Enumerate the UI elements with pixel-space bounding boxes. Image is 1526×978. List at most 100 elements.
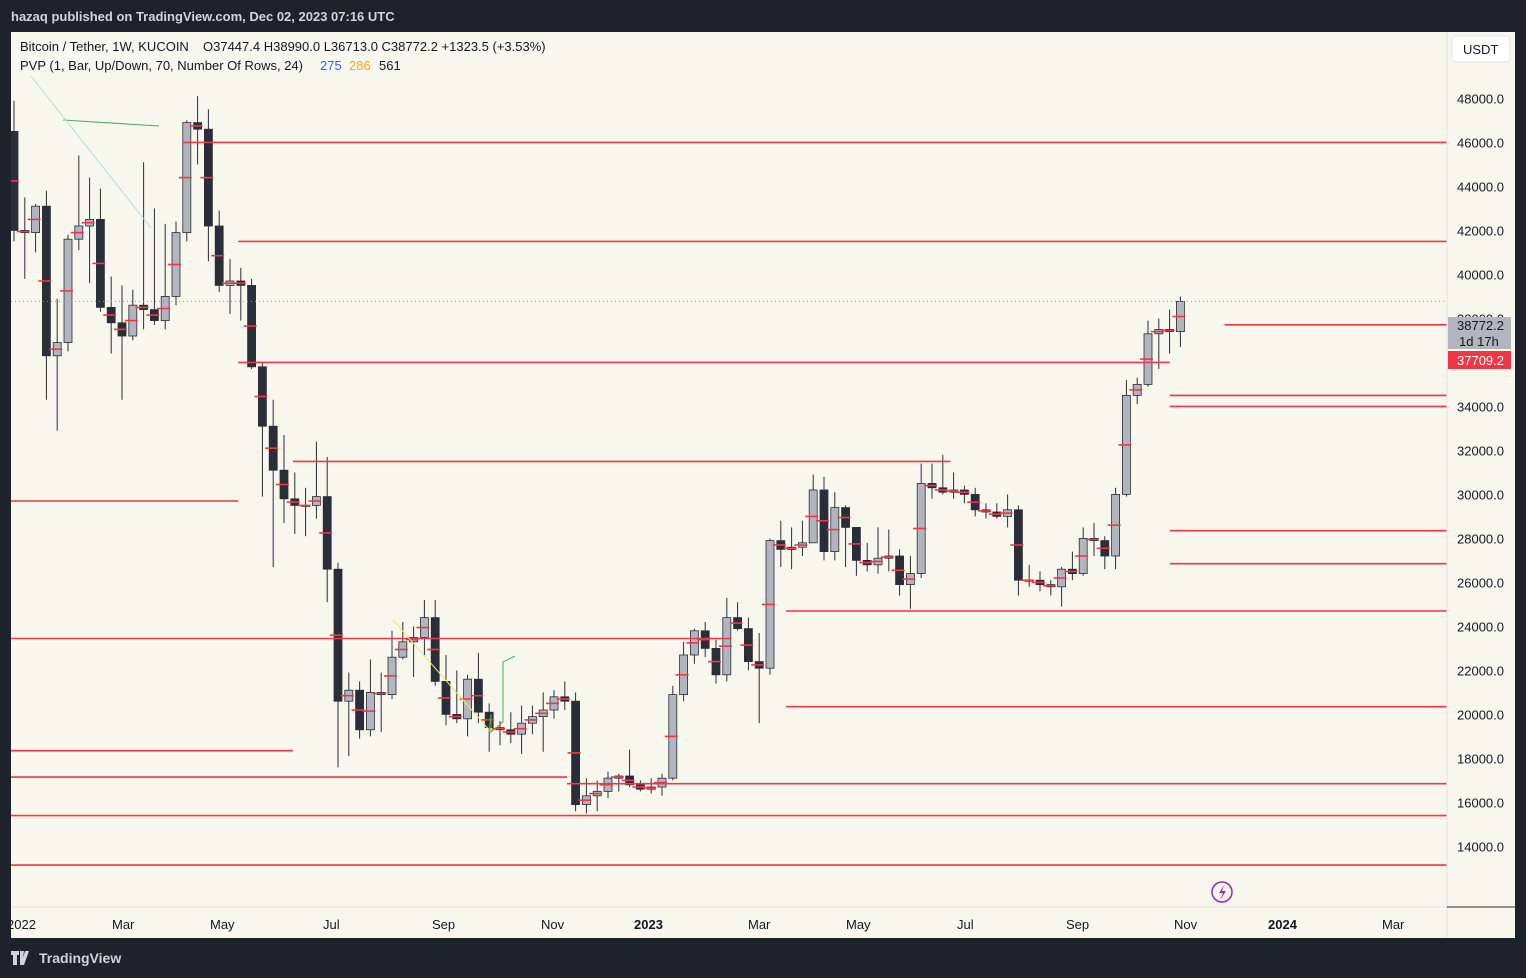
candle bbox=[708, 639, 721, 684]
candle bbox=[1150, 318, 1164, 369]
candle bbox=[416, 600, 430, 655]
candle bbox=[373, 672, 387, 732]
candle bbox=[654, 773, 667, 796]
candle bbox=[762, 538, 775, 675]
candle bbox=[1107, 487, 1121, 570]
y-tick-label: 20000.0 bbox=[1457, 707, 1504, 722]
candle bbox=[610, 773, 624, 792]
y-tick-label: 26000.0 bbox=[1457, 575, 1504, 590]
legend-ohlc: O37447.4 H38990.0 L36713.0 C38772.2 +132… bbox=[203, 39, 546, 54]
candle bbox=[826, 492, 840, 561]
y-tick-label: 48000.0 bbox=[1457, 91, 1504, 106]
level-price-value: 37709.2 bbox=[1457, 353, 1504, 368]
path-drawing[interactable] bbox=[488, 655, 516, 734]
candle bbox=[772, 520, 786, 567]
candle bbox=[880, 529, 894, 572]
candle bbox=[308, 441, 322, 519]
candle bbox=[330, 562, 343, 768]
candle bbox=[114, 285, 127, 400]
tradingview-logo[interactable]: TradingView bbox=[11, 950, 121, 966]
legend-symbol: Bitcoin / Tether, 1W, KUCOIN bbox=[20, 39, 189, 54]
candle bbox=[524, 705, 538, 735]
y-tick-label: 34000.0 bbox=[1457, 399, 1504, 414]
candle bbox=[297, 487, 311, 537]
price-axis[interactable] bbox=[1447, 32, 1515, 938]
candle bbox=[243, 278, 257, 369]
x-tick-label: Nov bbox=[1174, 917, 1198, 932]
footer-brand: TradingView bbox=[39, 950, 122, 966]
y-tick-label: 30000.0 bbox=[1457, 487, 1504, 502]
y-tick-label: 40000.0 bbox=[1457, 267, 1504, 282]
y-tick-label: 32000.0 bbox=[1457, 443, 1504, 458]
chart-panel[interactable]: Bitcoin / Tether, 1W, KUCOIN O37447.4 H38… bbox=[6, 32, 1515, 938]
y-tick-label: 42000.0 bbox=[1457, 223, 1504, 238]
x-tick-label: Mar bbox=[1382, 917, 1405, 932]
candle bbox=[740, 617, 754, 671]
candle bbox=[448, 670, 462, 724]
price-chart[interactable]: Bitcoin / Tether, 1W, KUCOIN O37447.4 H38… bbox=[6, 32, 1515, 938]
candle bbox=[632, 780, 646, 792]
candle bbox=[1086, 523, 1099, 556]
candle bbox=[664, 685, 678, 781]
x-tick-label: Jul bbox=[323, 917, 340, 932]
candle bbox=[805, 474, 819, 544]
candle bbox=[978, 503, 991, 519]
candle bbox=[81, 177, 95, 284]
candle bbox=[178, 120, 192, 242]
candle bbox=[589, 780, 603, 812]
candle bbox=[1021, 564, 1035, 587]
candle bbox=[38, 190, 52, 400]
x-tick-label: Nov bbox=[541, 917, 565, 932]
candle bbox=[168, 221, 181, 306]
candle bbox=[502, 712, 516, 743]
legend-indicator-value: 286 bbox=[349, 58, 371, 73]
candle bbox=[697, 622, 711, 658]
candle bbox=[794, 520, 808, 556]
candle bbox=[556, 681, 570, 710]
candle bbox=[319, 457, 333, 603]
tradingview-logo-icon bbox=[11, 951, 29, 965]
trendline-drawing[interactable] bbox=[30, 75, 152, 229]
currency-button[interactable] bbox=[1451, 35, 1511, 63]
candle bbox=[913, 463, 927, 578]
candle bbox=[600, 771, 613, 798]
candle bbox=[859, 542, 873, 572]
candle bbox=[783, 527, 797, 570]
candle bbox=[945, 472, 959, 499]
candle bbox=[16, 197, 30, 279]
level-price-label bbox=[1448, 351, 1511, 369]
trendline-drawing[interactable] bbox=[62, 119, 160, 127]
candle bbox=[1032, 571, 1045, 592]
candle bbox=[1161, 309, 1175, 354]
candle bbox=[621, 749, 635, 787]
candle bbox=[751, 633, 765, 724]
candle bbox=[1118, 380, 1132, 497]
candle bbox=[211, 210, 225, 292]
plot-area[interactable] bbox=[11, 32, 1447, 907]
candle bbox=[848, 526, 862, 576]
x-tick-label: May bbox=[210, 917, 235, 932]
x-tick-label: Sep bbox=[1066, 917, 1089, 932]
candle bbox=[1140, 320, 1153, 387]
last-price-value: 38772.2 bbox=[1457, 318, 1504, 333]
x-tick-label: 2023 bbox=[634, 917, 663, 932]
y-tick-label: 44000.0 bbox=[1457, 179, 1504, 194]
candle bbox=[146, 208, 160, 325]
legend-indicator-value: 561 bbox=[379, 58, 401, 73]
candle bbox=[265, 399, 279, 567]
bar-countdown: 1d 17h bbox=[1459, 334, 1499, 349]
y-tick-label: 14000.0 bbox=[1457, 839, 1504, 854]
publish-header: hazaq published on TradingView.com, Dec … bbox=[0, 0, 1526, 32]
x-tick-label: 2024 bbox=[1268, 917, 1298, 932]
candle bbox=[837, 505, 851, 567]
candle bbox=[718, 597, 732, 682]
last-price-label bbox=[1448, 317, 1511, 349]
candle bbox=[816, 476, 829, 561]
trendline-drawing[interactable] bbox=[392, 619, 492, 733]
y-tick-label: 16000.0 bbox=[1457, 795, 1504, 810]
lightning-icon[interactable] bbox=[1211, 881, 1233, 903]
candle bbox=[1129, 377, 1143, 405]
candle bbox=[103, 276, 117, 354]
candle bbox=[1096, 536, 1110, 570]
candle bbox=[729, 602, 743, 631]
